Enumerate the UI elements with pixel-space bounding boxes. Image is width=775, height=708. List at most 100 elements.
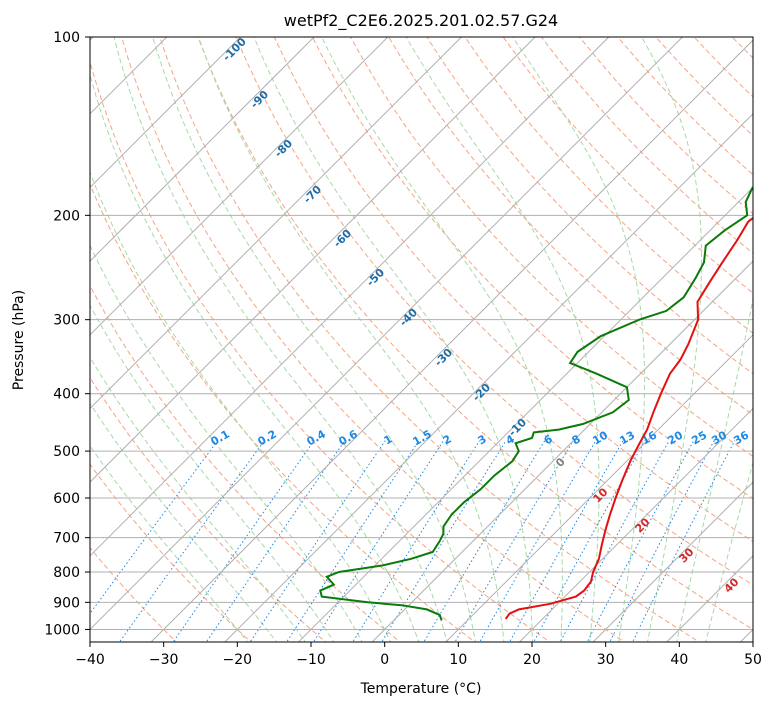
temperature-line — [504, 216, 753, 620]
dry-adiabat-label: -100 — [220, 35, 249, 64]
dry-adiabat-line — [90, 182, 476, 642]
moist-adiabat-label: 20 — [633, 515, 653, 535]
dewpoint-line — [319, 185, 753, 621]
isotherm-line — [592, 481, 753, 642]
y-tick-label: 800 — [53, 565, 80, 581]
mixing-ratio-label: 25 — [689, 429, 709, 448]
dry-adiabat-line — [770, 37, 775, 644]
mixing-ratio-line — [381, 440, 507, 642]
x-tick-label: −30 — [149, 652, 179, 668]
isotherm-line — [90, 37, 242, 189]
y-axis-ticks: 1000 900 800 700 600 500 400 300 200 100 — [44, 30, 90, 638]
mixing-ratio-label: 10 — [590, 428, 610, 447]
dry-adiabat-label: -90 — [248, 88, 271, 111]
y-tick-label: 200 — [53, 208, 80, 224]
moist-adiabat-line — [198, 37, 505, 642]
plot-frame — [89, 36, 754, 643]
mixing-ratio-line — [559, 440, 670, 642]
dry-adiabat-line — [311, 37, 753, 500]
mixing-ratio-lines — [90, 440, 736, 642]
x-tick-label: 40 — [670, 652, 688, 668]
x-tick-label: 30 — [597, 652, 615, 668]
isotherm-line — [90, 37, 463, 410]
isobars — [90, 37, 753, 630]
moist-adiabat-line — [90, 73, 420, 642]
moist-adiabat-line — [253, 37, 533, 642]
isotherm-line — [90, 37, 610, 557]
dry-adiabat-label: -40 — [397, 306, 420, 329]
moist-adiabat-label: 0 — [553, 455, 568, 470]
dry-adiabat-line — [121, 37, 626, 642]
dry-adiabat-label: -30 — [432, 346, 455, 369]
dry-adiabat-label: -50 — [364, 266, 387, 289]
mixing-ratio-label: 36 — [731, 428, 751, 447]
mixing-ratio-label: 0.4 — [305, 427, 329, 448]
dry-adiabat-label: -80 — [272, 137, 295, 160]
dry-adiabat-label: -60 — [331, 227, 354, 250]
moist-adiabat-line — [512, 37, 646, 642]
x-tick-label: 20 — [523, 652, 541, 668]
dry-adiabat-line — [426, 37, 753, 375]
isotherm-line — [445, 334, 753, 642]
moist-adiabat-label: 10 — [591, 485, 611, 505]
isotherm-line — [739, 628, 753, 642]
chart-title: wetPf2_C2E6.2025.201.02.57.G24 — [284, 11, 558, 31]
y-axis-label: Pressure (hPa) — [11, 290, 27, 390]
mixing-ratio-label: 1 — [382, 432, 395, 447]
mixing-ratio-line — [249, 440, 386, 642]
y-tick-label: 700 — [53, 531, 80, 547]
mixing-ratio-label: 20 — [665, 428, 685, 447]
mixing-ratio-label: 8 — [570, 432, 583, 447]
mixing-ratio-line — [118, 440, 265, 642]
plot-area: -100-90-80-70-60-50-40-30-20-100.1 0.2 0.4… — [90, 35, 775, 644]
moist-adiabat-line — [90, 304, 335, 642]
isopleth-labels: -100-90-80-70-60-50-40-30-20-100.1 0.2 0.4… — [209, 35, 752, 596]
moist-adiabat-label: 40 — [722, 575, 742, 595]
x-axis-ticks: −40 −30 −20 −10 0 10 20 30 40 50 — [75, 642, 762, 668]
isotherm-line — [90, 37, 684, 631]
isotherm-line — [150, 39, 753, 642]
y-tick-label: 400 — [53, 387, 80, 403]
y-tick-label: 500 — [53, 444, 80, 460]
dry-adiabat-line — [90, 60, 551, 642]
isotherm-line — [90, 37, 315, 262]
y-tick-label: 300 — [53, 313, 80, 329]
dry-adiabat-line — [502, 37, 753, 294]
mixing-ratio-line — [286, 440, 420, 642]
isotherm-line — [90, 37, 389, 336]
mixing-ratio-line — [172, 440, 315, 642]
x-tick-label: 0 — [380, 652, 389, 668]
moist-adiabat-line — [90, 171, 392, 642]
dry-adiabat-label: -70 — [301, 183, 324, 206]
isotherm-line — [518, 407, 753, 642]
dry-adiabat-label: -20 — [470, 381, 493, 404]
mixing-ratio-line — [352, 440, 481, 642]
mixing-ratio-line — [609, 440, 715, 642]
mixing-ratio-label: 1.5 — [411, 427, 434, 448]
mixing-ratio-line — [533, 440, 646, 642]
x-tick-label: 50 — [744, 652, 762, 668]
x-tick-label: 10 — [449, 652, 467, 668]
x-tick-label: −20 — [223, 652, 253, 668]
moist-adiabat-line — [705, 461, 753, 642]
isotherms — [90, 37, 753, 642]
dry-adiabat-line — [90, 463, 252, 642]
mixing-ratio-line — [509, 440, 624, 642]
moist-adiabat-line — [90, 402, 278, 642]
x-axis-label: Temperature (°C) — [360, 681, 482, 697]
mixing-ratio-label: 2 — [441, 432, 454, 447]
mixing-ratio-label: 0.2 — [256, 427, 279, 448]
y-tick-label: 600 — [53, 491, 80, 507]
mixing-ratio-label: 0.1 — [209, 427, 232, 448]
mixing-ratio-line — [423, 440, 546, 642]
mixing-ratio-line — [312, 440, 445, 642]
isotherm-line — [90, 37, 536, 483]
dry-adiabat-line — [90, 376, 327, 642]
mixing-ratio-label: 0.6 — [337, 427, 361, 448]
moist-adiabat-line — [90, 356, 306, 642]
dry-adiabat-line — [273, 37, 753, 543]
moist-adiabat-label: 30 — [677, 545, 697, 565]
dry-adiabat-line — [350, 37, 753, 458]
isotherm-line — [371, 260, 753, 642]
